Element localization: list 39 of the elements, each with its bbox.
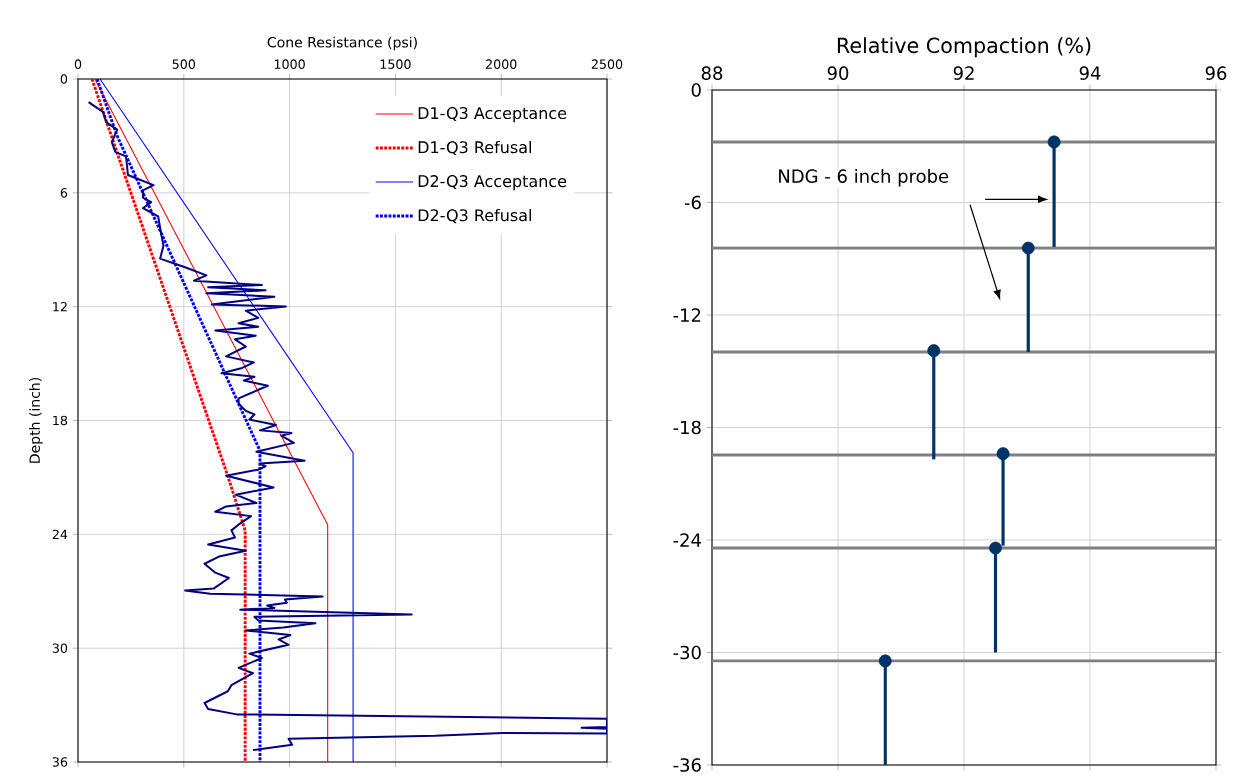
legend-label: D2-Q3 Refusal <box>418 208 531 224</box>
y-tick-label: -18 <box>673 420 701 435</box>
point <box>1021 241 1035 255</box>
y-tick-label: -12 <box>673 308 701 322</box>
point <box>1047 135 1061 149</box>
y-tick-label: 18 <box>53 415 68 426</box>
y-tick-label: 0 <box>691 83 701 97</box>
point <box>996 447 1010 461</box>
y-tick-label: -24 <box>673 533 701 547</box>
point <box>878 654 892 668</box>
point <box>927 344 941 358</box>
x-tick-label: 2500 <box>591 59 623 69</box>
x-axis-title: Cone Resistance (psi) <box>267 36 417 51</box>
x-tick-label: 90 <box>827 66 849 80</box>
x-tick-label: 96 <box>1205 66 1227 80</box>
legend-label: D1-Q3 Refusal <box>418 140 531 156</box>
y-tick-label: 12 <box>53 301 67 312</box>
y-tick-label: 30 <box>52 643 68 653</box>
annotation: NDG - 6 inch probe <box>779 169 949 187</box>
legend-label: D2-Q3 Acceptance <box>418 175 567 191</box>
x-tick-label: 500 <box>172 59 196 69</box>
y-tick-label: -30 <box>673 645 701 660</box>
y-tick-label: -36 <box>673 758 701 772</box>
y-tick-label: -6 <box>684 195 701 210</box>
line-series <box>87 101 607 752</box>
x-tick-label: 1000 <box>274 59 305 69</box>
x-tick-label: 94 <box>1079 66 1101 80</box>
x-axis-title: Relative Compaction (%) <box>837 37 1091 58</box>
y-tick-label: 6 <box>60 188 68 198</box>
y-tick-label: 24 <box>52 529 68 540</box>
y-axis-title: Depth (inch) <box>29 378 43 463</box>
x-tick-label: 0 <box>74 59 82 69</box>
x-tick-label: 92 <box>953 66 974 80</box>
legend-label: D1-Q3 Acceptance <box>418 107 567 123</box>
x-tick-label: 88 <box>701 66 723 80</box>
x-tick-label: 2000 <box>486 59 517 69</box>
point <box>989 541 1002 555</box>
y-tick-label: 36 <box>52 757 68 767</box>
x-tick-label: 1500 <box>380 59 411 69</box>
